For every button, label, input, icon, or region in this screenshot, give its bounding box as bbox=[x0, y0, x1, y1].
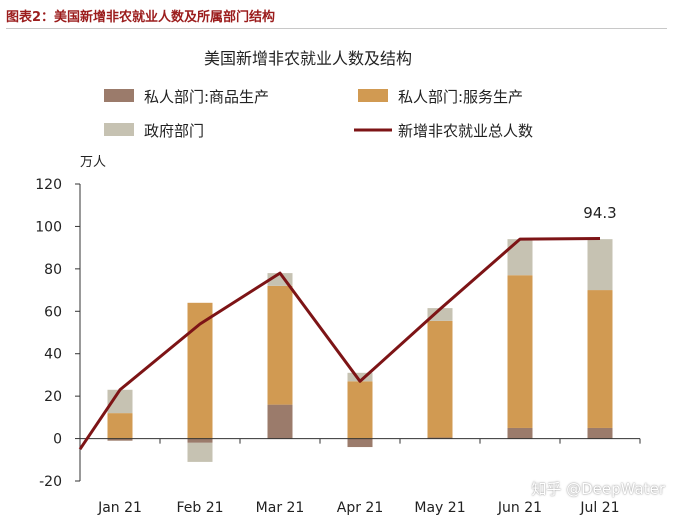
watermark: 知乎 @DeepWater bbox=[531, 480, 665, 498]
bar-segment bbox=[107, 438, 133, 441]
bar-segment bbox=[507, 275, 533, 428]
legend-swatch bbox=[104, 89, 134, 102]
bar-segment bbox=[587, 427, 613, 439]
bar-segment bbox=[347, 372, 373, 382]
bar-segment bbox=[107, 413, 133, 439]
data-label: 94.3 bbox=[583, 204, 616, 222]
x-tick-label: Feb 21 bbox=[176, 500, 223, 516]
bar-segment bbox=[107, 389, 133, 414]
x-tick-label: Jan 21 bbox=[97, 500, 142, 516]
bar-segment bbox=[267, 285, 293, 405]
y-tick-label: 20 bbox=[44, 389, 62, 405]
y-tick-label: 100 bbox=[35, 219, 62, 235]
legend-label: 私人部门:服务生产 bbox=[398, 88, 523, 106]
x-tick-label: May 21 bbox=[414, 500, 465, 516]
legend-swatch bbox=[104, 123, 134, 136]
bar-segment bbox=[587, 290, 613, 428]
bar-segment bbox=[587, 239, 613, 291]
y-tick-label: 80 bbox=[44, 262, 62, 278]
figure-caption: 图表2：美国新增非农就业人数及所属部门结构 bbox=[6, 10, 276, 25]
y-tick-label: -20 bbox=[39, 474, 62, 490]
caption-divider bbox=[6, 28, 667, 29]
bar-segment bbox=[187, 442, 213, 462]
bar-segment bbox=[427, 320, 453, 438]
chart-title: 美国新增非农就业人数及结构 bbox=[204, 49, 412, 68]
x-tick-label: Apr 21 bbox=[337, 500, 383, 516]
bar-segment bbox=[507, 427, 533, 439]
bar-segment bbox=[267, 404, 293, 439]
bar-segment bbox=[187, 438, 213, 443]
legend-swatch bbox=[358, 89, 388, 102]
y-tick-label: 120 bbox=[35, 177, 62, 193]
series-line-total bbox=[78, 237, 601, 451]
bar-segment bbox=[347, 381, 373, 439]
y-tick-label: 40 bbox=[44, 347, 62, 363]
legend-label: 私人部门:商品生产 bbox=[144, 88, 269, 106]
y-axis-unit: 万人 bbox=[80, 155, 106, 170]
bar-segment bbox=[427, 308, 453, 321]
y-tick-label: 0 bbox=[53, 432, 62, 448]
x-tick-label: Jun 21 bbox=[497, 500, 542, 516]
bar-segment bbox=[347, 438, 373, 448]
legend-label: 政府部门 bbox=[144, 122, 204, 140]
x-tick-label: Jul 21 bbox=[579, 500, 619, 516]
y-tick-label: 60 bbox=[44, 304, 62, 320]
x-tick-label: Mar 21 bbox=[256, 500, 305, 516]
bar-segment bbox=[507, 239, 533, 276]
bar-segment bbox=[427, 437, 453, 439]
legend-label: 新增非农就业总人数 bbox=[398, 122, 533, 140]
plot-area: -20 0 20 40 60 80 100 120 Jan 21 Feb 21 Mar 21 Apr … bbox=[35, 177, 641, 516]
